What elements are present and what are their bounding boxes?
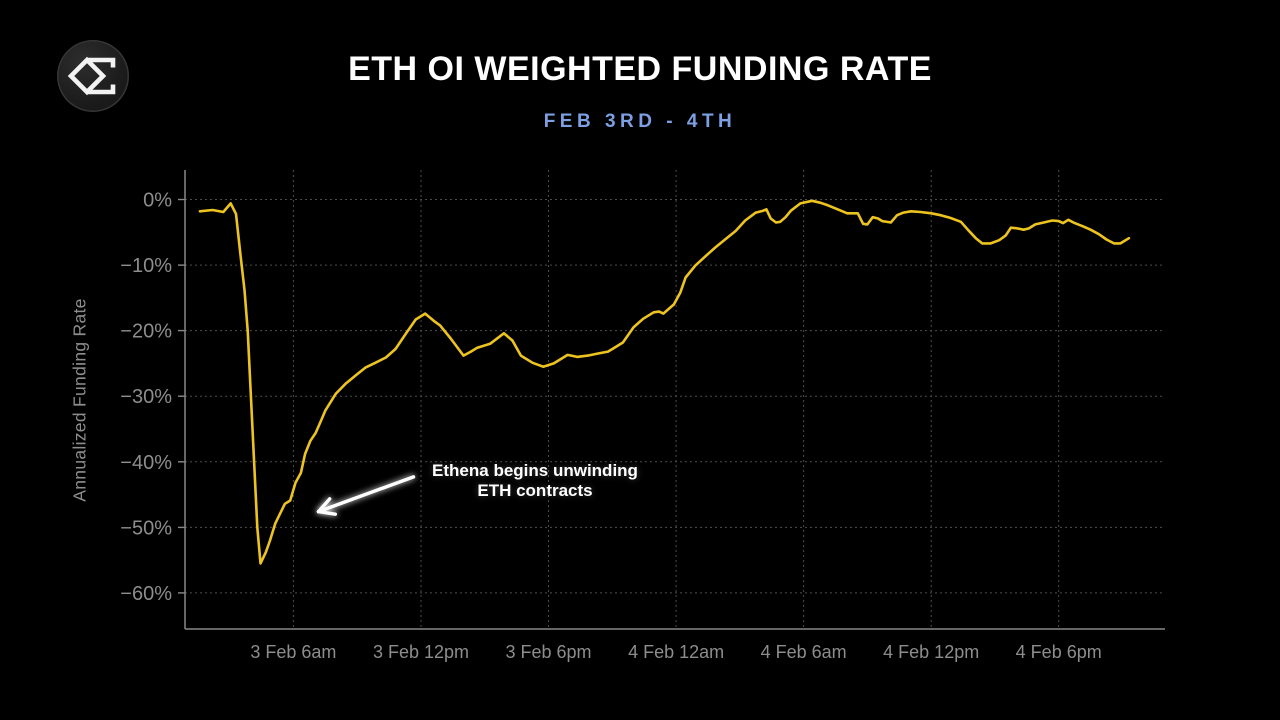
x-tick-label: 4 Feb 6am <box>761 642 847 662</box>
y-tick-label: −10% <box>120 255 172 277</box>
page-title: ETH OI WEIGHTED FUNDING RATE <box>348 50 932 88</box>
arrow-icon <box>316 475 416 516</box>
y-tick-label: −30% <box>120 386 172 408</box>
page-subtitle: FEB 3RD - 4TH <box>543 111 737 132</box>
axis-tick-labels: 0% −10% −20% −30% −40% −50% −60% 3 Feb 6am 3 Feb… <box>120 190 1101 663</box>
y-tick-label: −50% <box>120 517 172 539</box>
annotation-arrow <box>316 475 416 516</box>
x-tick-label: 4 Feb 6pm <box>1016 642 1102 662</box>
x-tick-label: 4 Feb 12am <box>628 642 724 662</box>
brand-logo <box>57 40 129 112</box>
y-tick-label: −20% <box>120 321 172 343</box>
y-tick-label: 0% <box>143 190 172 212</box>
series <box>198 199 1131 565</box>
x-tick-label: 4 Feb 12pm <box>883 642 979 662</box>
y-tick-label: −60% <box>120 583 172 605</box>
gridlines <box>185 170 1165 629</box>
x-tick-label: 3 Feb 6pm <box>505 642 591 662</box>
sigma-diamond-logo-icon <box>67 56 116 96</box>
y-tick-label: −40% <box>120 452 172 474</box>
funding-rate-line <box>198 199 1131 565</box>
axes <box>178 170 1165 630</box>
annotation-text: Ethena begins unwinding ETH contracts <box>385 461 685 501</box>
x-tick-label: 3 Feb 12pm <box>373 642 469 662</box>
x-tick-label: 3 Feb 6am <box>250 642 336 662</box>
annotation-line-1: Ethena begins unwinding <box>432 461 638 480</box>
annotation-line-2: ETH contracts <box>477 481 593 500</box>
